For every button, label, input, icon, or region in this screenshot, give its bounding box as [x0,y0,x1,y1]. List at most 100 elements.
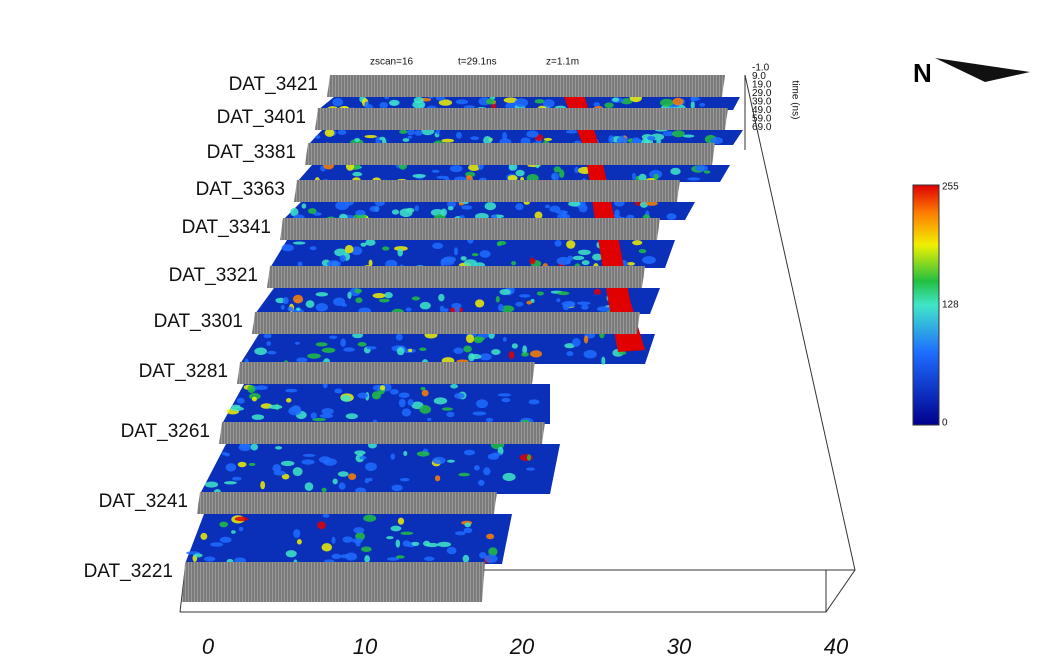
amplitude-blob [304,482,314,491]
amplitude-blob [403,450,408,456]
amplitude-blob [472,411,487,416]
amplitude-blob [266,341,272,346]
amplitude-blob [446,459,455,463]
profile-slab [294,180,680,202]
amplitude-blob [361,546,372,552]
amplitude-blob [419,405,431,414]
amplitude-blob [458,202,464,206]
amplitude-blob [653,173,659,181]
amplitude-blob [399,129,408,134]
amplitude-blob [468,164,481,171]
amplitude-blob [507,175,518,182]
amplitude-blob [443,308,449,313]
amplitude-blob [281,473,290,480]
amplitude-blob [305,300,315,308]
amplitude-blob [440,208,447,217]
amplitude-blob [530,350,543,358]
amplitude-blob [247,385,256,394]
colorbar-tick-label: 128 [942,300,959,311]
amplitude-blob [446,546,457,555]
amplitude-blob [441,257,455,266]
amplitude-blob [310,412,317,420]
amplitude-blob [405,307,412,312]
amplitude-blob [488,547,498,557]
amplitude-blob [420,386,426,391]
amplitude-blob [204,481,219,488]
amplitude-blob [642,256,656,264]
amplitude-blob [263,333,272,339]
amplitude-blob [557,291,570,296]
amplitude-blob [446,411,455,418]
amplitude-blob [267,350,277,355]
amplitude-blob [593,288,602,295]
amplitude-blob [312,417,326,422]
amplitude-blob [332,97,344,107]
amplitude-blob [408,348,413,353]
amplitude-blob [355,209,366,216]
amplitude-blob [286,398,292,403]
amplitude-blob [561,300,576,307]
time-tick-label: 9.0 [752,71,766,82]
amplitude-blob [359,456,367,460]
amplitude-blob [485,98,495,105]
amplitude-blob [695,164,708,172]
amplitude-blob [514,98,529,108]
amplitude-blob [638,249,647,254]
amplitude-blob [616,136,628,145]
amplitude-blob [372,292,386,299]
north-arrow-label: N [913,58,932,88]
amplitude-blob [549,205,561,213]
amplitude-blob [231,530,236,534]
amplitude-blob [451,302,462,309]
amplitude-blob [210,542,224,547]
amplitude-blob [395,539,401,548]
amplitude-blob [224,481,237,485]
amplitude-blob [411,296,421,301]
time-tick-label: 19.0 [752,80,772,91]
amplitude-blob [397,517,405,525]
amplitude-blob [543,137,553,142]
profile-label: DAT_3421 [229,74,318,95]
amplitude-blob [464,522,472,528]
amplitude-blob [391,209,400,215]
amplitude-blob [459,215,465,219]
profile-label: DAT_3381 [207,142,296,163]
profile-slab [315,108,728,130]
amplitude-blob [497,393,512,397]
amplitude-blob [497,240,507,246]
amplitude-blob [339,254,347,262]
amplitude-map [297,165,730,182]
amplitude-blob [355,540,361,547]
amplitude-blob [347,291,352,299]
amplitude-blob [520,137,531,145]
amplitude-blob [465,334,475,343]
amplitude-map [283,202,695,220]
amplitude-blob [340,395,352,402]
amplitude-blob [450,383,458,389]
amplitude-blob [371,391,382,400]
amplitude-blob [626,261,635,266]
amplitude-blob [296,357,308,363]
north-arrow [935,58,1030,82]
amplitude-blob [593,102,601,107]
amplitude-blob [463,449,476,456]
amplitude-blob [682,134,695,138]
amplitude-blob [355,297,363,304]
amplitude-blob [475,299,485,308]
amplitude-blob [662,131,675,137]
amplitude-blob [414,205,420,212]
time-tick-label: 59.0 [752,114,772,125]
header-zscan: zscan=16 [370,57,414,68]
amplitude-blob [463,527,473,534]
amplitude-blob [432,242,444,249]
amplitude-blob [601,356,606,366]
amplitude-blob [596,306,611,312]
amplitude-blob [321,347,336,353]
amplitude-blob [564,343,576,349]
amplitude-blob [574,166,580,174]
amplitude-blob [272,464,282,473]
amplitude-blob [656,139,662,145]
amplitude-blob [441,138,455,143]
amplitude-blob [221,451,227,456]
